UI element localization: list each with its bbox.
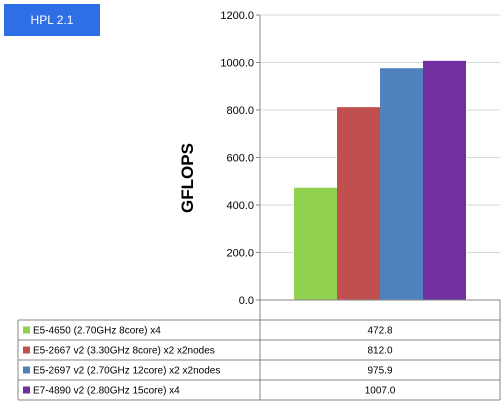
- bar-2: [337, 107, 380, 301]
- bar-3: [380, 68, 423, 300]
- legend-swatch: [23, 386, 30, 394]
- y-axis-label: GFLOPS: [178, 143, 197, 213]
- y-tick-label: 600.0: [226, 153, 254, 165]
- legend-swatch: [23, 366, 30, 374]
- y-tick-label: 0.0: [239, 295, 254, 307]
- y-tick-label: 800.0: [226, 105, 254, 117]
- bar-4: [423, 60, 466, 301]
- data-label: 1007.0: [365, 386, 396, 397]
- data-label: 472.8: [367, 326, 392, 337]
- legend-entry: E5-2697 v2 (2.70GHz 12core) x2 x2nodes: [33, 366, 220, 377]
- legend-swatch: [23, 346, 30, 354]
- legend-entry: E7-4890 v2 (2.80GHz 15core) x4: [33, 386, 180, 397]
- y-tick-label: 400.0: [226, 200, 254, 212]
- y-tick-label: 1000.0: [220, 58, 254, 70]
- chart-badge: HPL 2.1: [4, 4, 100, 36]
- badge-label: HPL 2.1: [30, 13, 74, 27]
- legend-entry: E5-4650 (2.70GHz 8core) x4: [33, 326, 161, 337]
- data-label: 812.0: [367, 346, 392, 357]
- legend-swatch: [23, 326, 30, 334]
- y-tick-label: 200.0: [226, 248, 254, 260]
- bar-1: [294, 187, 337, 300]
- legend-entry: E5-2667 v2 (3.30GHz 8core) x2 x2nodes: [33, 346, 215, 357]
- data-label: 975.9: [367, 366, 392, 377]
- y-tick-label: 1200.0: [220, 10, 254, 22]
